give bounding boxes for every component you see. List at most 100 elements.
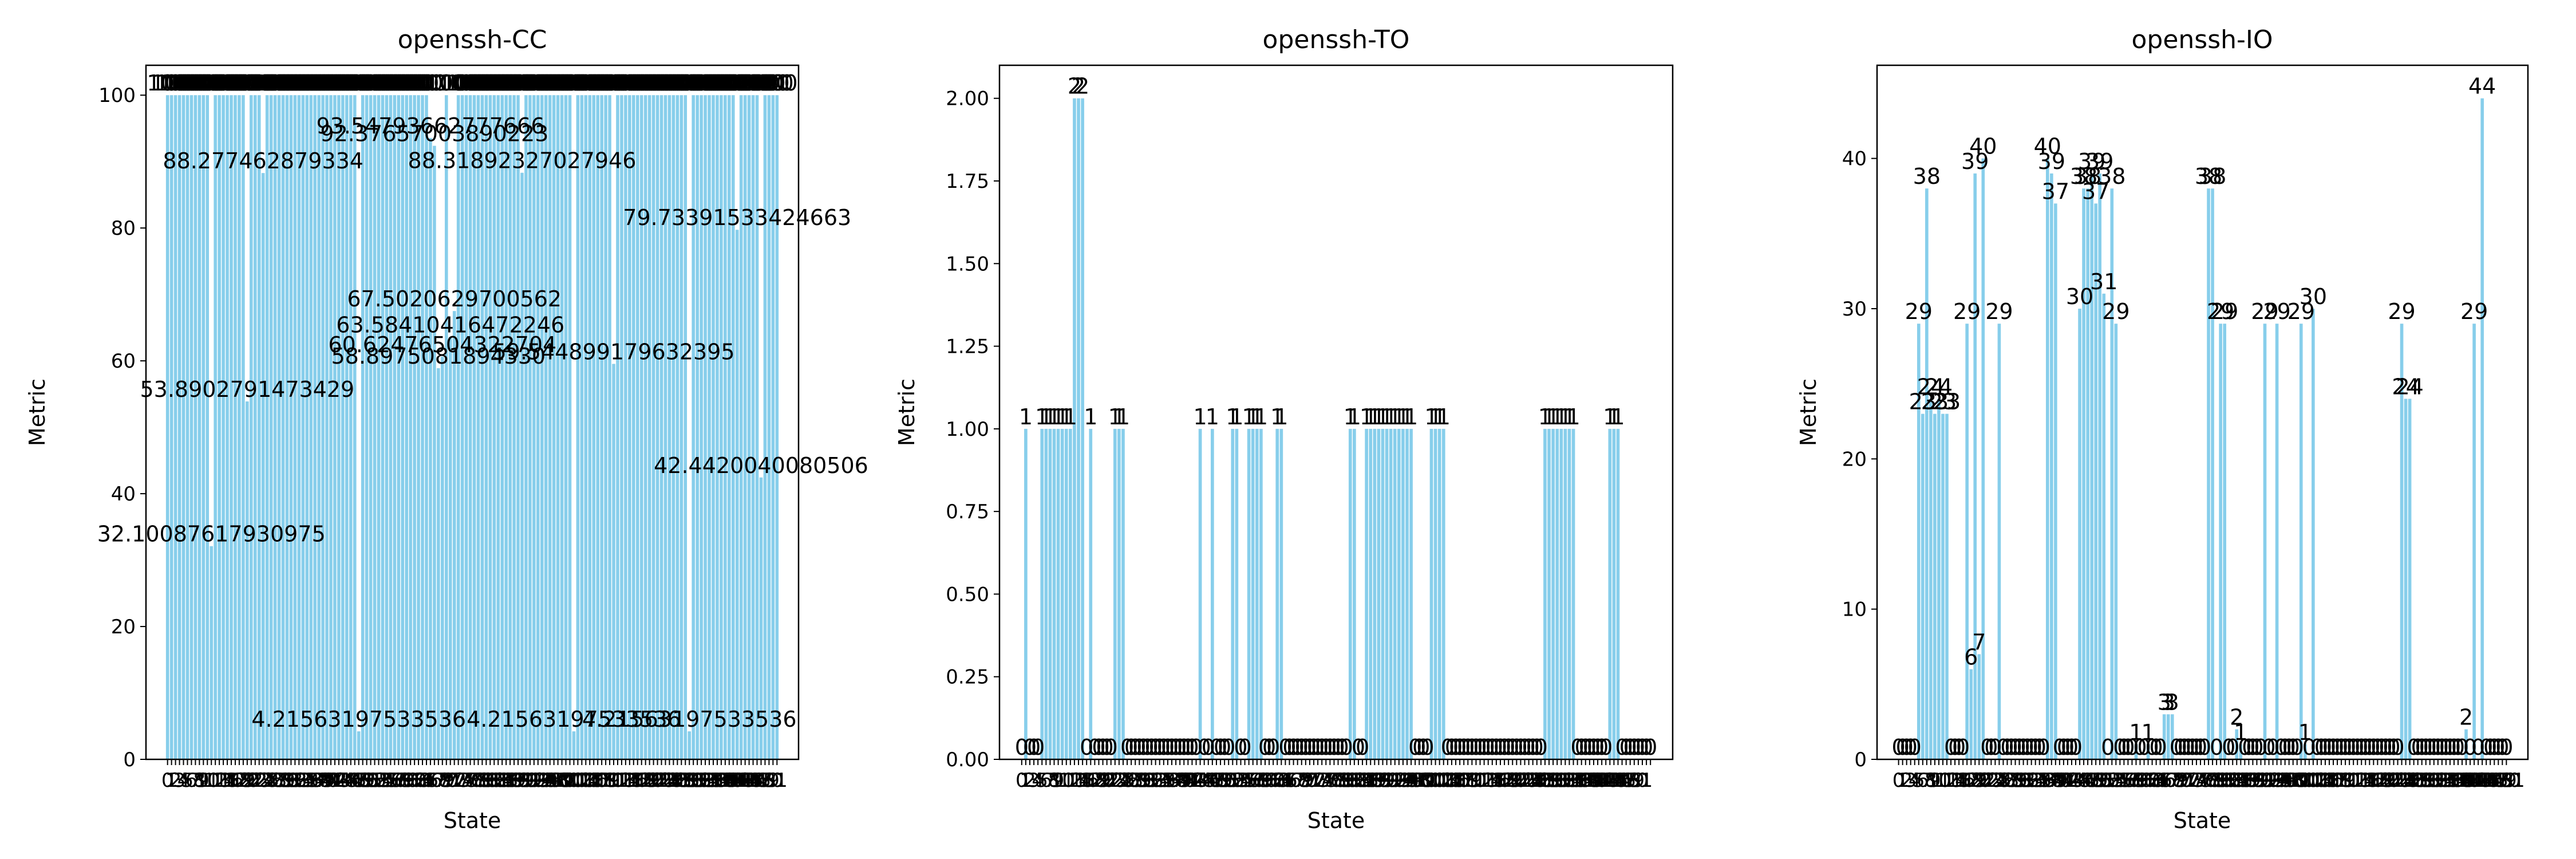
bar-data-label: 100 xyxy=(665,70,706,96)
bar-data-label: 100 xyxy=(334,70,376,96)
x-tick-label: 62 xyxy=(402,769,426,792)
bar xyxy=(189,95,193,759)
bar-data-label: 0 xyxy=(2037,735,2050,760)
x-tick-label: 17 xyxy=(223,769,247,792)
bar-data-label: 100 xyxy=(449,70,491,96)
bar-data-label: 100 xyxy=(282,70,324,96)
bar-data-label: 100 xyxy=(250,70,292,96)
bar-data-label: 100 xyxy=(732,70,774,96)
bar-data-label: 100 xyxy=(736,70,778,96)
x-tick-label: 30 xyxy=(275,769,299,792)
bar-data-label: 100 xyxy=(661,70,702,96)
bar xyxy=(1089,428,1093,759)
bar xyxy=(739,95,743,759)
x-tick-label: 48 xyxy=(346,769,371,792)
bar xyxy=(1235,428,1239,759)
bar xyxy=(337,95,341,759)
bar xyxy=(2480,98,2484,760)
bar-data-label: 100 xyxy=(183,70,224,96)
x-tick-label: 88 xyxy=(505,769,530,792)
x-tick-label: 114 xyxy=(603,769,640,792)
bar xyxy=(261,173,265,759)
bar-data-label: 93.54793662777666 xyxy=(316,113,544,139)
bar-data-label: 0 xyxy=(1238,735,1251,760)
bar-data-label: 100 xyxy=(693,70,734,96)
bar-data-label: 0 xyxy=(2154,735,2167,760)
bar-data-label: 100 xyxy=(748,70,790,96)
bar xyxy=(1429,428,1433,759)
bar-data-label: 100 xyxy=(207,70,248,96)
bar-data-label: 88.277462879334 xyxy=(163,148,364,174)
bar-data-label: 100 xyxy=(621,70,662,96)
bar xyxy=(349,95,353,759)
bar-data-label: 4.21563197533536 xyxy=(467,707,681,732)
bar xyxy=(731,95,735,759)
bar-data-label: 100 xyxy=(509,70,551,96)
x-tick-label: 8 xyxy=(193,769,206,792)
x-tick-label: 151 xyxy=(750,769,788,792)
bar xyxy=(169,95,173,759)
bar xyxy=(2098,173,2102,759)
bar-data-label: 38 xyxy=(2199,164,2226,189)
y-tick-label: 2.00 xyxy=(946,88,989,111)
x-tick-label: 59 xyxy=(390,769,415,792)
bar xyxy=(1198,428,1202,759)
bar-data-label: 100 xyxy=(577,70,619,96)
bar xyxy=(500,95,504,759)
bar xyxy=(520,172,524,759)
bar xyxy=(667,95,671,759)
bar-data-label: 100 xyxy=(179,70,220,96)
y-axis-label: Metric xyxy=(1796,379,1821,446)
bar xyxy=(206,95,210,759)
bar xyxy=(647,95,651,759)
bar-data-label: 100 xyxy=(601,70,643,96)
bar xyxy=(222,95,225,759)
x-axis-ticks: 0123456789101112131415161718192021222324… xyxy=(161,759,788,792)
x-tick-label: 103 xyxy=(559,769,596,792)
bar-data-label: 2 xyxy=(2459,705,2473,730)
bar xyxy=(1405,428,1409,759)
bar-data-label: 0 xyxy=(1534,735,1548,760)
bar-data-label: 79.73391533424663 xyxy=(623,205,851,230)
bar-data-label: 100 xyxy=(394,70,436,96)
bar xyxy=(1060,428,1064,759)
bar-data-label: 100 xyxy=(505,70,547,96)
bar xyxy=(2114,324,2118,759)
bar xyxy=(1397,428,1401,759)
bar-data-label: 1 xyxy=(1437,404,1451,430)
x-tick-label: 34 xyxy=(291,769,315,792)
bar xyxy=(345,95,349,759)
bar xyxy=(1251,428,1255,759)
bar xyxy=(651,95,655,759)
x-tick-label: 95 xyxy=(534,769,558,792)
y-tick-label: 80 xyxy=(111,217,136,240)
x-tick-label: 56 xyxy=(378,769,403,792)
bar-data-label: 100 xyxy=(175,70,216,96)
bar xyxy=(2263,324,2267,759)
bar-data-label: 100 xyxy=(386,70,428,96)
x-axis-label: State xyxy=(444,808,501,833)
x-tick-label: 78 xyxy=(466,769,491,792)
x-tick-label: 11 xyxy=(199,769,224,792)
x-tick-label: 45 xyxy=(334,769,359,792)
bar-data-label: 0 xyxy=(2391,735,2404,760)
bar-data-label: 100 xyxy=(234,70,276,96)
bar xyxy=(250,95,253,759)
bar xyxy=(2472,324,2476,759)
x-tick-label: 50 xyxy=(354,769,379,792)
bar xyxy=(2050,173,2053,759)
bar-data-label: 100 xyxy=(199,70,240,96)
x-tick-label: 76 xyxy=(458,769,483,792)
bar xyxy=(1925,188,1929,759)
bar-data-label: 23 xyxy=(1933,389,1961,415)
bar-data-label: 7 xyxy=(1972,629,1986,655)
bar-data-label: 0 xyxy=(1031,735,1045,760)
bar xyxy=(552,95,556,759)
bar xyxy=(441,356,444,759)
bar-data-label: 100 xyxy=(258,70,300,96)
bar-data-label: 100 xyxy=(728,70,770,96)
bar-data-label: 100 xyxy=(657,70,698,96)
bar-data-label: 100 xyxy=(155,70,196,96)
x-tick-label: 55 xyxy=(374,769,399,792)
bar xyxy=(405,95,408,759)
